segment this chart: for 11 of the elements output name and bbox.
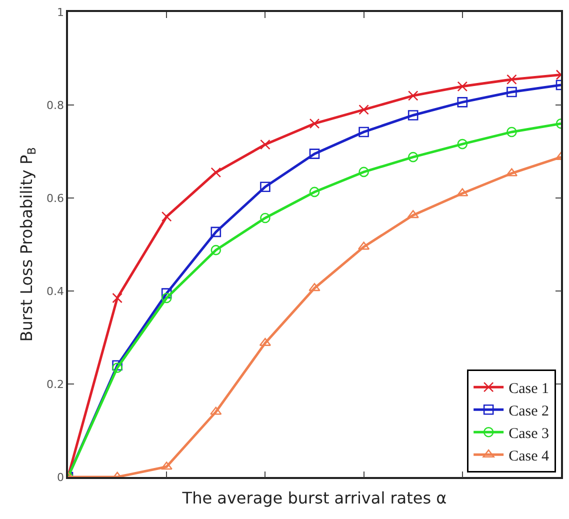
legend-label: Case 3	[508, 426, 549, 442]
x-axis-title: The average burst arrival rates α	[181, 488, 447, 508]
y-tick-label: 0.4	[46, 284, 64, 298]
legend-label: Case 2	[508, 403, 549, 420]
legend-label: Case 1	[508, 380, 549, 397]
y-tick-label: 0.2	[46, 378, 64, 391]
y-tick-label: 0.8	[46, 98, 64, 112]
y-tick-label: 1	[57, 6, 64, 19]
legend-label: Case 4	[508, 448, 550, 464]
y-tick-label: 0	[57, 470, 64, 484]
y-tick-label: 0.6	[46, 192, 64, 205]
